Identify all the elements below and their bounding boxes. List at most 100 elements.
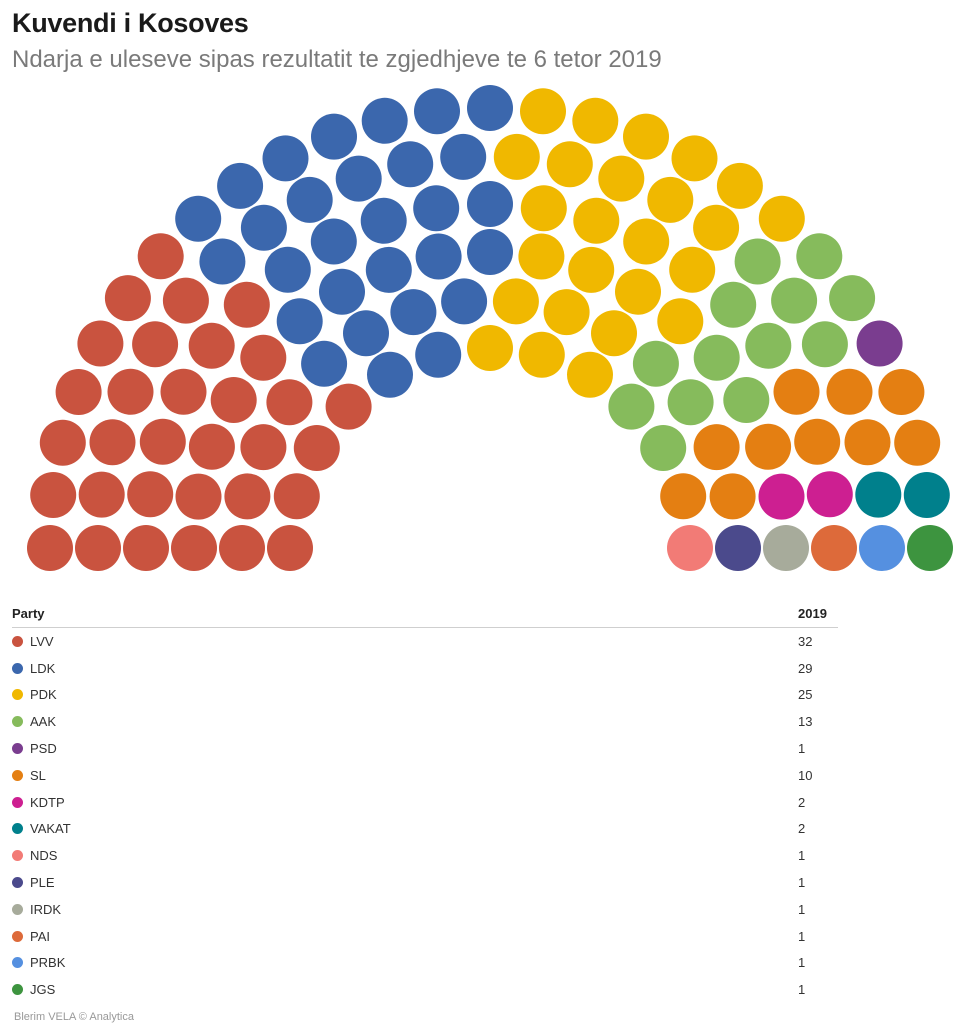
legend-party-name: VAKAT bbox=[30, 821, 71, 837]
seat-dot bbox=[520, 185, 567, 232]
legend-party-name: SL bbox=[30, 767, 46, 783]
seat-dot bbox=[107, 368, 154, 415]
legend-row: KDTP 2 bbox=[12, 789, 838, 816]
seat-dot bbox=[440, 133, 487, 180]
seat-dot bbox=[773, 368, 820, 415]
seat-dot bbox=[240, 424, 287, 471]
seat-dot bbox=[175, 195, 222, 242]
seat-dot bbox=[806, 471, 853, 518]
legend-party-name: PRBK bbox=[30, 955, 66, 971]
legend-seat-count: 1 bbox=[798, 982, 806, 998]
seat-dot bbox=[360, 197, 407, 244]
seat-dot bbox=[758, 473, 805, 520]
seat-dot bbox=[615, 268, 661, 315]
seat-dot bbox=[30, 472, 77, 518]
seat-dot bbox=[415, 233, 462, 280]
seat-dot bbox=[567, 351, 613, 398]
seat-dot bbox=[745, 322, 792, 369]
legend-swatch bbox=[12, 850, 23, 862]
seat-dot bbox=[745, 423, 792, 470]
seat-dot bbox=[413, 185, 460, 232]
seat-dot bbox=[572, 97, 619, 144]
seat-dot bbox=[903, 472, 950, 518]
legend-seat-count: 2 bbox=[798, 794, 806, 810]
seat-dot bbox=[199, 238, 246, 285]
seat-dot bbox=[657, 298, 704, 345]
seat-dot bbox=[27, 525, 73, 571]
legend-row: NDS 1 bbox=[12, 842, 838, 869]
seat-dot bbox=[335, 155, 382, 202]
legend-seat-count: 29 bbox=[798, 660, 813, 676]
seat-dot bbox=[794, 418, 841, 465]
seat-dot bbox=[608, 383, 655, 430]
seat-dot bbox=[669, 246, 716, 293]
seat-dot bbox=[667, 379, 714, 426]
legend-swatch bbox=[12, 957, 23, 969]
legend-seat-count: 1 bbox=[798, 741, 806, 757]
seat-dot bbox=[671, 135, 718, 182]
legend-row: PSD 1 bbox=[12, 735, 838, 762]
seat-dot bbox=[518, 331, 565, 378]
legend-seat-count: 1 bbox=[798, 928, 806, 944]
seat-dot bbox=[137, 233, 184, 280]
seat-dot bbox=[647, 176, 694, 223]
seat-dot bbox=[262, 135, 309, 182]
legend-party-name: JGS bbox=[30, 982, 56, 998]
seat-dot bbox=[856, 320, 903, 367]
seat-dot bbox=[89, 419, 136, 466]
legend-seat-count: 10 bbox=[798, 767, 813, 783]
seat-dot bbox=[267, 525, 313, 571]
seat-dot bbox=[415, 331, 462, 378]
seat-dot bbox=[573, 197, 620, 244]
seat-dot bbox=[276, 298, 323, 345]
legend-row: LVV 32 bbox=[12, 628, 838, 655]
seat-dot bbox=[390, 289, 437, 336]
legend-seat-count: 1 bbox=[798, 848, 806, 864]
legend-row: PLE 1 bbox=[12, 869, 838, 896]
legend-party-name: PLE bbox=[30, 875, 55, 891]
seat-dot bbox=[801, 321, 848, 368]
legend-party-name: PAI bbox=[30, 928, 50, 944]
seat-dot bbox=[171, 525, 217, 571]
seat-dot bbox=[467, 181, 513, 227]
legend-swatch bbox=[12, 662, 23, 674]
legend-swatch bbox=[12, 903, 23, 915]
seat-dot bbox=[219, 525, 265, 571]
seat-dot bbox=[520, 88, 566, 135]
legend-party-name: PSD bbox=[30, 741, 57, 757]
seat-dot bbox=[493, 133, 540, 180]
seat-dot bbox=[546, 141, 593, 188]
legend-swatch bbox=[12, 796, 23, 808]
legend-swatch bbox=[12, 743, 23, 755]
legend-seat-count: 13 bbox=[798, 714, 813, 730]
legend-row: LDK 29 bbox=[12, 655, 838, 682]
seat-dot bbox=[878, 369, 925, 415]
legend-swatch bbox=[12, 823, 23, 835]
seat-dot bbox=[693, 424, 740, 471]
seat-dot bbox=[715, 525, 761, 571]
legend-swatch bbox=[12, 930, 23, 942]
seat-dot bbox=[223, 281, 270, 328]
seat-dot bbox=[319, 268, 365, 315]
seat-dot bbox=[709, 473, 756, 520]
seat-dot bbox=[829, 275, 876, 322]
seat-dot bbox=[224, 473, 271, 520]
seat-dot bbox=[826, 368, 873, 415]
seat-dot bbox=[273, 473, 320, 520]
seat-dot bbox=[343, 310, 389, 357]
seat-dot bbox=[310, 218, 357, 265]
seat-dot bbox=[325, 383, 372, 430]
legend-row: PDK 25 bbox=[12, 682, 838, 709]
seat-dot bbox=[568, 246, 615, 293]
legend-swatch bbox=[12, 877, 23, 889]
seat-dot bbox=[387, 141, 434, 188]
seat-dot bbox=[543, 289, 590, 336]
seat-dot bbox=[139, 418, 186, 465]
seat-dot bbox=[441, 278, 488, 325]
seat-dot bbox=[660, 473, 707, 520]
chart-title: Kuvendi i Kosoves bbox=[12, 8, 249, 38]
seat-dot bbox=[591, 310, 637, 357]
seat-dot bbox=[632, 340, 679, 387]
seat-dot bbox=[734, 238, 781, 285]
legend-row: VAKAT 2 bbox=[12, 816, 838, 843]
